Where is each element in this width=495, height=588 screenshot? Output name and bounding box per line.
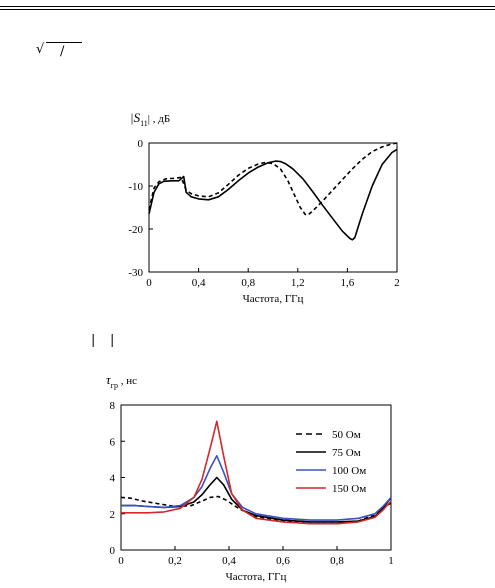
series-line-2-2 (121, 454, 392, 521)
y-tick-label-1-0: 0 (138, 138, 144, 150)
series-line-1-0 (148, 148, 398, 241)
y-tick-label-2-0: 0 (110, 545, 116, 557)
legend-label-2-2: 100 Ом (332, 465, 366, 477)
radical-overline (46, 42, 82, 43)
x-tick-label-1-3: 1,2 (291, 277, 305, 289)
x-tick-label-1-4: 1,6 (341, 277, 355, 289)
y-tick-label-1-2: -20 (128, 224, 143, 236)
radical-symbol: √ (36, 42, 45, 57)
y-tick-label-2-4: 8 (110, 400, 116, 412)
series-line-1-1 (148, 142, 398, 216)
y-tick-label-1-3: -30 (128, 267, 143, 279)
x-tick-label-2-1: 0,2 (168, 555, 182, 567)
s11-chart: |S11| , дБ 0 0,4 0,8 1,2 1,6 2 0 -10 -20 -30 Частот… (128, 110, 399, 305)
x-tick-label-2-0: 0 (118, 555, 124, 567)
top-rule-2 (0, 9, 495, 10)
plot-frame-2 (120, 404, 392, 551)
x-tick-label-1-0: 0 (146, 277, 152, 289)
x-tick-label-1-1: 0,4 (192, 277, 206, 289)
x-tick-label-1-5: 2 (394, 277, 400, 289)
abs-bar-right: | (110, 333, 115, 348)
y-tick-label-2-2: 4 (110, 473, 116, 485)
series-line-2-3 (121, 420, 392, 525)
y-tick-label-2-1: 2 (110, 509, 116, 521)
abs-bar-left: | (91, 333, 96, 348)
x-axis-label-1: Частота, ГГц (243, 293, 304, 305)
y-tick-label-2-3: 6 (110, 436, 116, 448)
x-tick-label-2-2: 0,4 (222, 555, 236, 567)
top-rule-1 (0, 6, 495, 7)
group-delay-chart: τгр , нс 0 0,2 0,4 0,6 0,8 1 0 2 4 6 8 Частота, ГГц 5… (106, 372, 394, 583)
x-tick-label-1-2: 0,8 (241, 277, 255, 289)
legend-label-2-0: 50 Ом (332, 429, 361, 441)
legend-label-2-3: 150 Ом (332, 483, 366, 495)
slash-symbol: / (60, 44, 65, 59)
legend-label-2-1: 75 Ом (332, 447, 361, 459)
x-tick-label-2-5: 1 (388, 555, 394, 567)
y-tick-label-1-1: -10 (128, 181, 143, 193)
x-tick-label-2-4: 0,8 (330, 555, 344, 567)
y-axis-label-2: τгр , нс (106, 372, 137, 390)
x-tick-label-2-3: 0,6 (276, 555, 290, 567)
y-axis-label-1: |S11| , дБ (130, 110, 170, 128)
x-axis-label-2: Частота, ГГц (226, 571, 287, 583)
